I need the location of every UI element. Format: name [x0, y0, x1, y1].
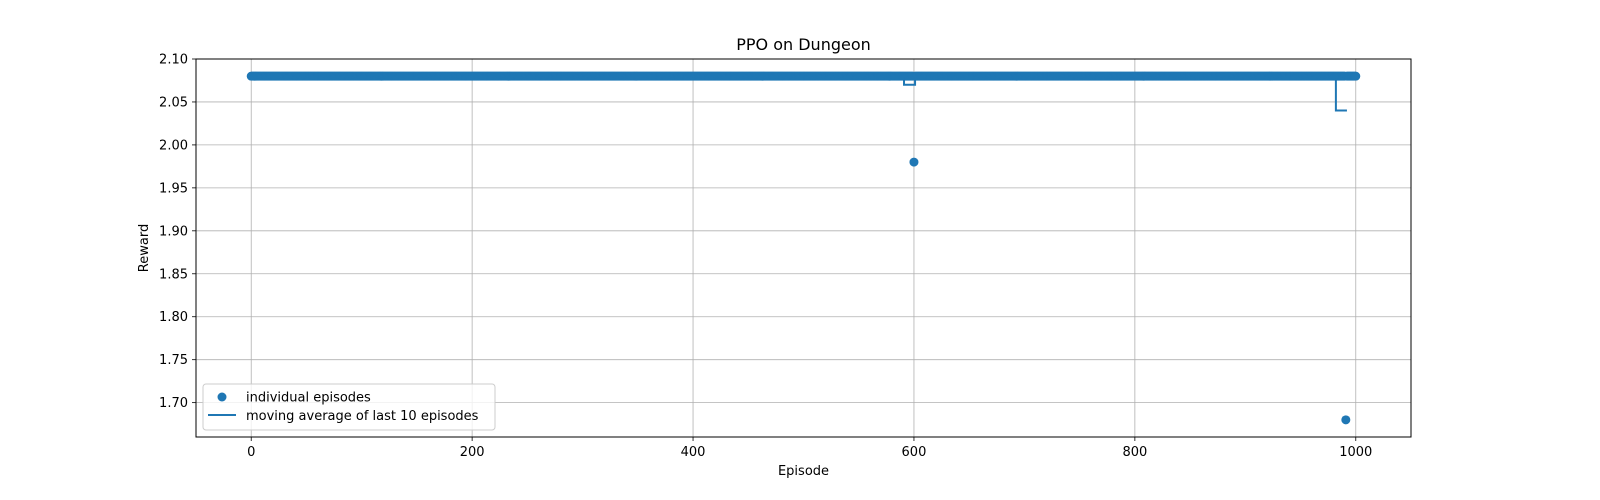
legend-label-moving-average: moving average of last 10 episodes: [246, 409, 479, 424]
y-tick-label: 1.85: [159, 267, 188, 282]
y-tick-label: 2.05: [159, 95, 188, 110]
legend-box: [202, 383, 496, 431]
y-tick-label: 2.00: [159, 138, 188, 153]
axis-ticks: 0 200 400 600 800 1000 1.70 1.75 1.80 1.85 1.90 1.9…: [159, 53, 1372, 461]
y-tick-label: 1.80: [159, 310, 188, 325]
y-tick-label: 1.75: [159, 353, 188, 368]
y-tick-label: 1.70: [159, 396, 188, 411]
y-tick-label: 1.95: [159, 181, 188, 196]
y-tick-label: 2.10: [159, 53, 188, 68]
episode-point: [1351, 71, 1361, 81]
x-tick-label: 200: [460, 445, 485, 460]
x-tick-label: 1000: [1339, 445, 1372, 460]
x-axis-label: Episode: [778, 464, 829, 479]
x-tick-label: 800: [1122, 445, 1147, 460]
y-tick-label: 1.90: [159, 224, 188, 239]
plot-area-frame: [195, 58, 1412, 438]
legend-marker-individual-episodes: [217, 392, 227, 402]
individual-episodes-series: [246, 71, 1361, 425]
chart-title: PPO on Dungeon: [736, 35, 871, 54]
x-tick-label: 0: [247, 445, 255, 460]
x-tick-label: 600: [902, 445, 927, 460]
legend: individual episodes moving average of la…: [202, 383, 496, 431]
episode-point: [909, 157, 919, 167]
episode-point: [1341, 415, 1351, 425]
legend-label-individual-episodes: individual episodes: [246, 391, 371, 406]
x-tick-label: 400: [681, 445, 706, 460]
y-axis-label: Reward: [137, 224, 152, 272]
